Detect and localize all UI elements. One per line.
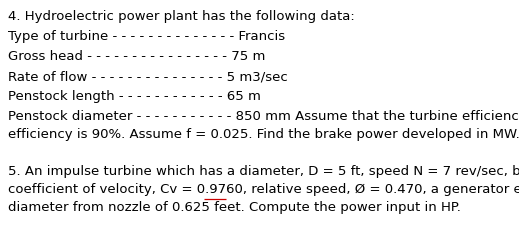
Text: Penstock diameter - - - - - - - - - - - 850 mm Assume that the turbine efficienc: Penstock diameter - - - - - - - - - - - … xyxy=(8,110,519,123)
Text: diameter from nozzle of 0.625 feet. Compute the power input in HP.: diameter from nozzle of 0.625 feet. Comp… xyxy=(8,201,461,214)
Text: Type of turbine - - - - - - - - - - - - - - Francis: Type of turbine - - - - - - - - - - - - … xyxy=(8,30,285,43)
Text: coefficient of velocity, Cv = 0.9760, relative speed, Ø = 0.470, a generator eff: coefficient of velocity, Cv = 0.9760, re… xyxy=(8,183,519,196)
Text: 5. An impulse turbine which has a diameter, D = 5 ft, speed N = 7 rev/sec, bucke: 5. An impulse turbine which has a diamet… xyxy=(8,165,519,178)
Text: efficiency is 90%. Assume f = 0.025. Find the brake power developed in MW.: efficiency is 90%. Assume f = 0.025. Fin… xyxy=(8,128,519,141)
Text: Gross head - - - - - - - - - - - - - - - - 75 m: Gross head - - - - - - - - - - - - - - -… xyxy=(8,50,265,63)
Text: 4. Hydroelectric power plant has the following data:: 4. Hydroelectric power plant has the fol… xyxy=(8,10,355,23)
Text: Penstock length - - - - - - - - - - - - 65 m: Penstock length - - - - - - - - - - - - … xyxy=(8,90,261,103)
Text: Rate of flow - - - - - - - - - - - - - - - 5 m3/sec: Rate of flow - - - - - - - - - - - - - -… xyxy=(8,70,288,83)
